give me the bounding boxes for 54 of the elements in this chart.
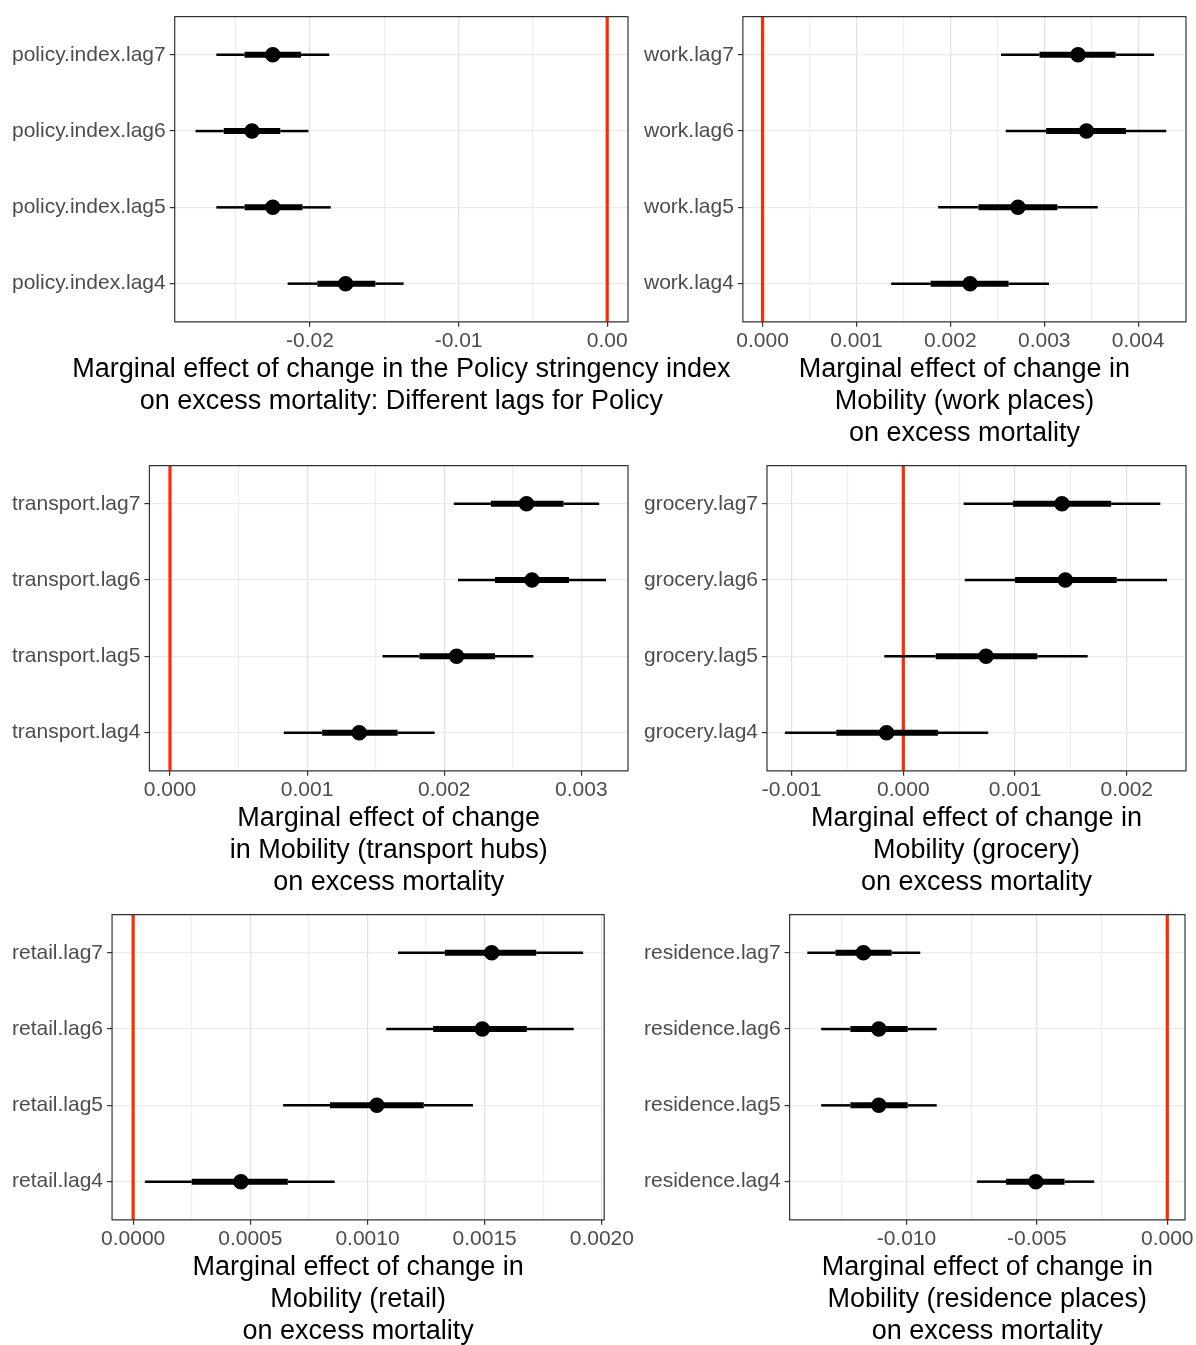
y-tick-label: work.lag6 (642, 117, 734, 141)
y-tick-label: policy.index.lag6 (11, 117, 166, 141)
x-tick-label: -0.01 (434, 328, 483, 352)
x-tick-label: 0.000 (143, 777, 197, 801)
x-tick-label: 0.002 (417, 777, 471, 801)
x-tick-label: -0.001 (761, 777, 822, 801)
x-tick-label: 0.0010 (335, 1226, 400, 1250)
y-tick-label: work.lag5 (642, 194, 734, 218)
x-tick-label: 0.0005 (218, 1226, 283, 1250)
x-axis-title: Marginal effect of change in Mobility (transport hubs) on excess mortality (229, 801, 548, 897)
y-tick-label: grocery.lag4 (643, 719, 759, 743)
y-tick-label: transport.lag5 (11, 643, 141, 667)
x-axis-title: Marginal effect of change in Mobility (work places) on excess mortality (798, 352, 1131, 448)
y-tick-label: residence.lag7 (644, 939, 781, 963)
y-tick-label: transport.lag4 (11, 719, 141, 743)
y-tick-label: transport.lag6 (11, 566, 141, 590)
x-tick-label: 0.0000 (101, 1226, 166, 1250)
y-tick-label: work.lag7 (642, 41, 734, 65)
x-tick-label: 0.001 (830, 328, 883, 352)
x-tick-label: 0.00 (586, 328, 628, 352)
x-tick-label: 0.000 (736, 328, 789, 352)
x-tick-label: 0.004 (1111, 328, 1165, 352)
y-tick-label: policy.index.lag7 (11, 41, 166, 65)
y-tick-label: retail.lag7 (11, 939, 104, 963)
y-tick-label: retail.lag4 (11, 1168, 104, 1192)
y-tick-label: grocery.lag6 (643, 566, 758, 590)
x-axis-title: Marginal effect of change in Mobility (residence places) on excess mortality (821, 1250, 1153, 1345)
x-tick-label: -0.010 (876, 1226, 937, 1250)
x-tick-label: 0.000 (1140, 1226, 1194, 1250)
x-tick-label: 0.0015 (452, 1226, 517, 1250)
y-tick-label: residence.lag5 (644, 1092, 781, 1116)
x-tick-label: 0.001 (988, 777, 1042, 801)
y-tick-label: grocery.lag7 (643, 490, 758, 514)
x-axis-title: Marginal effect of change in Mobility (retail) on excess mortality (192, 1250, 524, 1345)
x-tick-label: -0.005 (1007, 1226, 1067, 1250)
y-tick-label: grocery.lag5 (643, 643, 758, 667)
x-tick-label: 0.003 (1017, 328, 1071, 352)
y-tick-label: policy.index.lag5 (11, 194, 166, 218)
y-tick-label: retail.lag6 (11, 1015, 104, 1039)
y-tick-label: residence.lag6 (644, 1015, 781, 1039)
x-tick-label: 0.002 (1100, 777, 1154, 801)
y-tick-label: transport.lag7 (11, 490, 141, 514)
x-tick-label: 0.0020 (569, 1226, 634, 1250)
x-axis-title: Marginal effect of change in Mobility (grocery) on excess mortality (810, 801, 1143, 897)
x-tick-label: 0.001 (280, 777, 334, 801)
x-axis-title: Marginal effect of change in the Policy stringency index on excess mortality: Different lags for Policy (72, 352, 731, 416)
x-tick-label: 0.000 (877, 777, 930, 801)
y-tick-label: work.lag4 (642, 270, 735, 294)
x-tick-label: 0.003 (555, 777, 608, 801)
y-tick-label: residence.lag4 (644, 1168, 781, 1192)
y-tick-label: retail.lag5 (11, 1092, 104, 1116)
x-tick-label: 0.002 (924, 328, 977, 352)
y-tick-label: policy.index.lag4 (11, 270, 167, 294)
x-tick-label: -0.02 (286, 328, 334, 352)
